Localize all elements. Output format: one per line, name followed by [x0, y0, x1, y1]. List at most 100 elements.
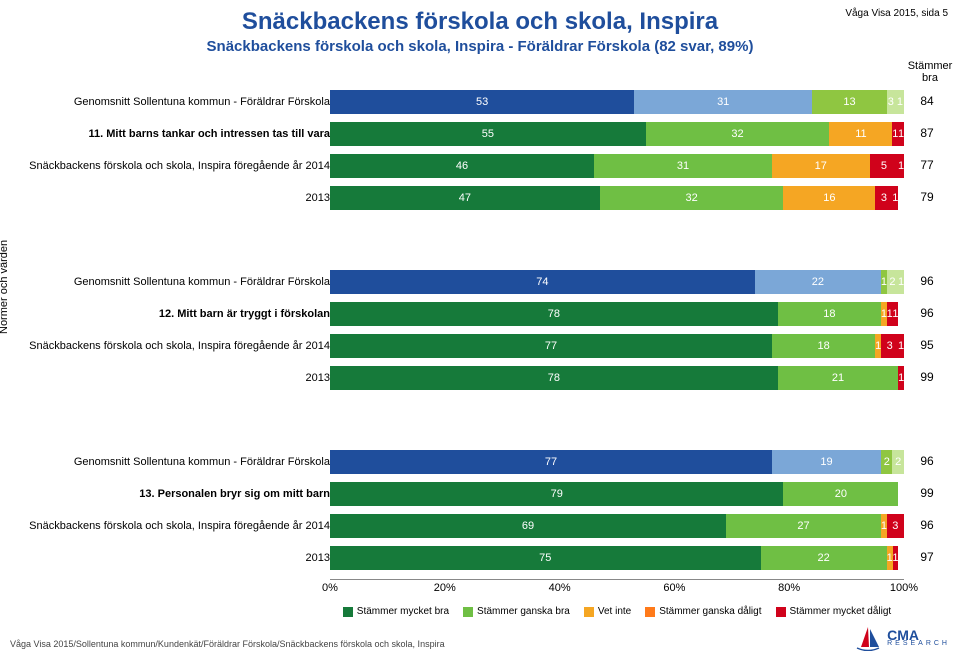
bar-segment: 21: [778, 366, 899, 390]
bar-segment: 79: [330, 482, 783, 506]
labels-column: Genomsnitt Sollentuna kommun - Föräldrar…: [20, 90, 330, 577]
legend-label: Stämmer ganska bra: [477, 606, 570, 617]
bar-segment: 46: [330, 154, 594, 178]
bar-segment: 3: [881, 334, 898, 358]
page-subtitle: Snäckbackens förskola och skola, Inspira…: [0, 38, 960, 55]
legend-swatch: [463, 607, 473, 617]
bar-segment: 2: [892, 450, 903, 474]
bar-segment: 1: [893, 546, 899, 570]
legend-label: Vet inte: [598, 606, 631, 617]
bar-segment: 1: [898, 366, 904, 390]
legend-item: Stämmer mycket bra: [343, 606, 449, 617]
legend-item: Stämmer mycket dåligt: [776, 606, 892, 617]
bar-segment: 69: [330, 514, 726, 538]
bar-row: 79200099: [330, 482, 904, 506]
bar-segment: 1: [898, 270, 904, 294]
bar-segment: 32: [646, 122, 830, 146]
bar-segment: 2: [887, 270, 898, 294]
bar-row: 771813195: [330, 334, 904, 358]
legend-label: Stämmer ganska dåligt: [659, 606, 761, 617]
logo-text: CMA RESEARCH: [887, 629, 950, 648]
x-tick: 60%: [663, 582, 685, 594]
row-label: 2013: [20, 192, 330, 204]
row-label: 11. Mitt barns tankar och intressen tas …: [20, 128, 330, 140]
bar-segment: 3: [875, 186, 892, 210]
bar-segment: 22: [761, 546, 887, 570]
x-tick: 80%: [778, 582, 800, 594]
bar-segment: 16: [783, 186, 875, 210]
bar-row: 781811196: [330, 302, 904, 326]
x-tick: 40%: [549, 582, 571, 594]
bar-segment: 77: [330, 450, 772, 474]
bar-segment: 2: [881, 450, 892, 474]
legend-swatch: [776, 607, 786, 617]
bar-segment: 22: [755, 270, 881, 294]
bra-value: 95: [910, 338, 944, 352]
row-label: 2013: [20, 372, 330, 384]
footer-logo: CMA RESEARCH: [855, 625, 950, 651]
bra-value: 96: [910, 306, 944, 320]
bar-segment: 1: [898, 154, 904, 178]
bar-segment: 3: [887, 514, 904, 538]
row-label: Snäckbackens förskola och skola, Inspira…: [20, 340, 330, 352]
chart-area: Normer och värden Genomsnitt Sollentuna …: [0, 90, 960, 577]
legend-item: Stämmer ganska bra: [463, 606, 570, 617]
bar-segment: 5: [870, 154, 899, 178]
legend: Stämmer mycket bra Stämmer ganska bra Ve…: [330, 606, 904, 617]
legend-swatch: [584, 607, 594, 617]
bra-value: 96: [910, 454, 944, 468]
x-tick: 100%: [890, 582, 918, 594]
page-title: Snäckbackens förskola och skola, Inspira: [0, 8, 960, 36]
row-label: 13. Personalen bryr sig om mitt barn: [20, 488, 330, 500]
bar-segment: 13: [812, 90, 887, 114]
bra-value: 77: [910, 158, 944, 172]
legend-swatch: [343, 607, 353, 617]
bra-value: 97: [910, 550, 944, 564]
legend-label: Stämmer mycket bra: [357, 606, 449, 617]
bar-segment: 3 1: [887, 90, 904, 114]
bra-value: 96: [910, 274, 944, 288]
bar-row: 4631175177: [330, 154, 904, 178]
bar-segment: 77: [330, 334, 772, 358]
header: Snäckbackens förskola och skola, Inspira…: [0, 0, 960, 55]
bar-segment: 74: [330, 270, 755, 294]
bra-value: 87: [910, 126, 944, 140]
legend-swatch: [645, 607, 655, 617]
bar-row: 742212196: [330, 270, 904, 294]
bar-segment: 1: [893, 302, 899, 326]
side-label: Normer och värden: [0, 239, 10, 333]
row-label: Snäckbackens förskola och skola, Inspira…: [20, 520, 330, 532]
sail-icon: [855, 625, 881, 651]
bar-segment: 27: [726, 514, 881, 538]
bar-segment: 18: [772, 334, 875, 358]
bar-segment: 18: [778, 302, 881, 326]
bar-row: 692710396: [330, 514, 904, 538]
bar-row: 5331133 184: [330, 90, 904, 114]
bar-segment: 17: [772, 154, 870, 178]
x-tick: 0%: [322, 582, 338, 594]
bar-segment: 1: [898, 122, 904, 146]
x-tick: 20%: [434, 582, 456, 594]
row-label: Genomsnitt Sollentuna kommun - Föräldrar…: [20, 96, 330, 108]
bar-segment: 78: [330, 366, 778, 390]
footer-path: Våga Visa 2015/Sollentuna kommun/Kundenk…: [10, 639, 445, 649]
bar-segment: 75: [330, 546, 761, 570]
bar-segment: 1: [898, 334, 904, 358]
bar-segment: 19: [772, 450, 881, 474]
legend-item: Vet inte: [584, 606, 631, 617]
bar-row: 78210199: [330, 366, 904, 390]
row-label: 2013: [20, 552, 330, 564]
page-indicator: Våga Visa 2015, sida 5: [845, 8, 948, 19]
bar-segment: 55: [330, 122, 646, 146]
row-label: Genomsnitt Sollentuna kommun - Föräldrar…: [20, 456, 330, 468]
row-label: 12. Mitt barn är tryggt i förskolan: [20, 308, 330, 320]
bar-segment: 78: [330, 302, 778, 326]
column-header-bra: Stämmer bra: [906, 60, 954, 84]
legend-item: Stämmer ganska dåligt: [645, 606, 761, 617]
x-axis: 0%20%40%60%80%100%: [330, 579, 904, 595]
bar-segment: 31: [634, 90, 812, 114]
bra-value: 79: [910, 190, 944, 204]
bar-segment: 31: [594, 154, 772, 178]
bra-value: 96: [910, 518, 944, 532]
bar-row: 4732163179: [330, 186, 904, 210]
